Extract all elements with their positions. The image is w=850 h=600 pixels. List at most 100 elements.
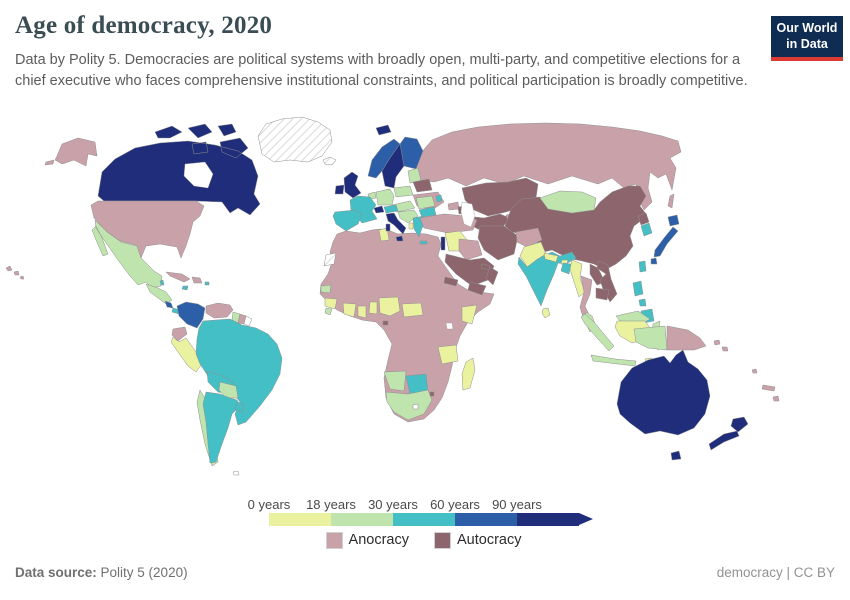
country-zambia-malawi[interactable] <box>437 344 459 365</box>
country-germany[interactable] <box>375 188 395 206</box>
country-hawaii[interactable] <box>5 265 25 280</box>
country-colombia[interactable] <box>176 301 206 329</box>
country-benin-togo[interactable] <box>368 301 378 315</box>
country-falkland-islands[interactable] <box>232 470 240 476</box>
country-uruguay[interactable] <box>234 401 245 413</box>
country-italy[interactable] <box>385 212 407 242</box>
country-belize[interactable] <box>159 279 165 286</box>
country-bangladesh[interactable] <box>560 262 572 275</box>
country-namibia[interactable] <box>383 370 407 392</box>
country-puerto-rico[interactable] <box>204 281 210 286</box>
country-yemen[interactable] <box>467 281 487 296</box>
country-canada[interactable] <box>97 123 261 216</box>
country-senegal-gambia[interactable] <box>320 284 332 294</box>
cc-by-link[interactable]: CC BY <box>793 565 835 580</box>
country-afghanistan[interactable] <box>515 227 543 248</box>
country-nepal[interactable] <box>543 252 559 263</box>
country-french-guiana[interactable] <box>243 315 253 327</box>
country-new-zealand[interactable] <box>708 416 749 451</box>
country-western-sahara[interactable] <box>323 252 337 267</box>
country-mexico[interactable] <box>91 219 163 289</box>
country-papua-new-guinea[interactable] <box>666 325 707 351</box>
country-central-african-republic[interactable] <box>401 302 424 318</box>
country-mongolia[interactable] <box>539 190 597 214</box>
country-cote-divoire[interactable] <box>342 302 357 318</box>
country-nigeria[interactable] <box>378 296 401 317</box>
country-jamaica[interactable] <box>181 285 189 291</box>
country-iraq[interactable] <box>458 238 483 261</box>
country-kenya[interactable] <box>461 304 478 325</box>
country-south-africa[interactable] <box>385 389 433 421</box>
country-madagascar[interactable] <box>461 357 476 391</box>
country-equatorial-guinea[interactable] <box>382 320 389 326</box>
legend-bin-4[interactable] <box>517 513 579 526</box>
country-solomon-islands[interactable] <box>713 339 729 352</box>
country-guinea[interactable] <box>324 297 338 310</box>
country-eswatini[interactable] <box>429 391 435 397</box>
country-brazil[interactable] <box>195 318 283 426</box>
country-albania[interactable] <box>408 222 414 230</box>
country-new-caledonia[interactable] <box>761 384 776 392</box>
country-moldova[interactable] <box>435 194 443 203</box>
country-eritrea[interactable] <box>443 276 459 287</box>
country-cambodia[interactable] <box>595 287 610 301</box>
owid-logo[interactable]: Our World in Data <box>771 16 843 62</box>
legend-category-autocracy[interactable]: Autocracy <box>433 531 521 549</box>
country-sierra-leone[interactable] <box>324 307 333 316</box>
country-ghana[interactable] <box>357 305 367 319</box>
legend-bin-2[interactable] <box>393 513 455 526</box>
country-finland[interactable] <box>399 136 424 170</box>
legend-bin-3[interactable] <box>455 513 517 526</box>
country-indonesia-java[interactable] <box>590 354 637 367</box>
country-taiwan[interactable] <box>638 260 647 273</box>
legend-bin-0[interactable] <box>269 513 331 526</box>
country-israel[interactable] <box>440 236 446 251</box>
country-belarus[interactable] <box>412 178 433 193</box>
country-bulgaria[interactable] <box>418 206 437 218</box>
country-usa[interactable] <box>90 200 205 259</box>
country-guatemala-nicaragua[interactable] <box>145 283 173 305</box>
country-ireland[interactable] <box>334 184 345 195</box>
country-south-korea[interactable] <box>640 222 653 237</box>
country-indonesia-sumatra[interactable] <box>580 313 615 352</box>
country-hispaniola[interactable] <box>191 276 203 284</box>
country-cuba[interactable] <box>165 271 191 283</box>
data-source-value[interactable]: Polity 5 (2020) <box>96 565 188 580</box>
country-vanuatu[interactable] <box>751 368 758 374</box>
country-north-korea[interactable] <box>637 212 650 226</box>
country-paraguay[interactable] <box>218 381 239 399</box>
country-iran[interactable] <box>477 225 519 261</box>
country-japan[interactable] <box>650 214 680 265</box>
country-spain-portugal[interactable] <box>332 209 363 232</box>
democracy-link[interactable]: democracy <box>716 565 783 580</box>
country-poland[interactable] <box>393 185 414 198</box>
country-iceland[interactable] <box>322 156 337 166</box>
country-united-kingdom[interactable] <box>343 171 362 199</box>
country-australia[interactable] <box>616 349 711 461</box>
country-fiji[interactable] <box>772 395 780 402</box>
country-sri-lanka[interactable] <box>541 307 551 319</box>
country-georgia-armenia[interactable] <box>447 201 460 211</box>
legend-ticks: 0 years 18 years 30 years 60 years 90 years <box>248 497 599 513</box>
country-ecuador[interactable] <box>171 326 188 342</box>
country-pakistan[interactable] <box>519 241 547 269</box>
country-lesotho[interactable] <box>412 403 419 410</box>
country-venezuela[interactable] <box>205 302 234 319</box>
country-myanmar[interactable] <box>569 259 586 298</box>
world-map[interactable] <box>0 113 850 500</box>
country-austria[interactable] <box>383 204 399 214</box>
country-indonesia-west-papua[interactable] <box>633 325 668 351</box>
country-oman[interactable] <box>485 266 499 286</box>
legend-category-anocracy[interactable]: Anocracy <box>325 531 409 549</box>
country-romania[interactable] <box>415 195 436 210</box>
country-uae-qatar[interactable] <box>480 263 491 271</box>
legend-categories: Anocracy Autocracy <box>269 531 579 549</box>
country-usa-alaska[interactable] <box>44 137 98 167</box>
country-argentina[interactable] <box>202 391 241 464</box>
country-peru[interactable] <box>170 336 203 373</box>
country-greenland[interactable] <box>257 116 333 163</box>
country-svalbard[interactable] <box>375 124 392 136</box>
legend-tick-0: 0 years <box>247 497 291 512</box>
legend-bin-1[interactable] <box>331 513 393 526</box>
country-switzerland[interactable] <box>373 205 385 214</box>
